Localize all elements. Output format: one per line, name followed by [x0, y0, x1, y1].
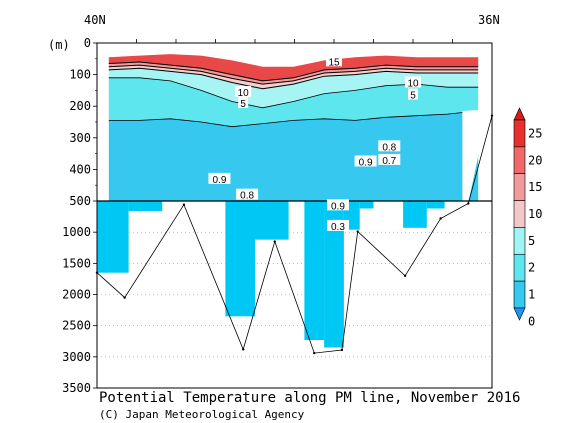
- contour-label: 0.3: [331, 222, 345, 233]
- contour-label: 15: [328, 57, 340, 68]
- y-tick-label: 300: [69, 131, 91, 145]
- bottom-point: [313, 351, 316, 355]
- contour-label-bg: [326, 55, 342, 67]
- bottom-point: [439, 217, 442, 220]
- colorbar-segment: [513, 253, 526, 282]
- contour-label-bg: [238, 97, 249, 109]
- y-tick-label: 500: [69, 194, 91, 208]
- bottom-topography-line: [96, 115, 493, 354]
- missing-data-wedge: [462, 109, 489, 203]
- colorbar-label: 25: [528, 126, 542, 140]
- colorbar-label: 20: [528, 153, 542, 167]
- y-tick-label: 2500: [62, 319, 91, 333]
- contour-label-bg: [326, 219, 349, 231]
- temperature-band-1: [108, 62, 479, 85]
- deep-data-block-7: [359, 201, 374, 209]
- contour-label-bg: [378, 153, 401, 165]
- y-tick-label: 100: [69, 68, 91, 82]
- bottom-point: [467, 202, 470, 205]
- y-tick-label: 0: [84, 36, 91, 50]
- temperature-band-3: [108, 68, 479, 108]
- contour-label: 0.9: [359, 158, 373, 169]
- contour-line-5: [108, 110, 479, 128]
- contour-label-bg: [326, 199, 349, 211]
- y-tick-label: 200: [69, 99, 91, 113]
- colorbar-label: 1: [528, 288, 535, 302]
- colorbar-label: 5: [528, 234, 535, 248]
- y-tick-label: 3000: [62, 350, 91, 364]
- colorbar-segment: [513, 200, 526, 228]
- contour-label: 0.8: [382, 142, 396, 153]
- bottom-point: [273, 240, 276, 243]
- contour-label-bg: [378, 140, 401, 152]
- colorbar-segment: [513, 146, 526, 175]
- bottom-point: [241, 348, 245, 351]
- contour-label-bg: [236, 188, 259, 200]
- x-label-right: 36N: [478, 13, 500, 27]
- contour-label: 0.9: [212, 175, 226, 186]
- deep-data-block-5: [324, 201, 344, 348]
- contour-label: 10: [238, 88, 250, 99]
- bottom-point: [123, 296, 126, 299]
- contour-label: 0.7: [382, 156, 396, 167]
- colorbar-top-arrow: [513, 107, 526, 121]
- deep-data-block-2: [225, 201, 255, 317]
- deep-data-block-8: [403, 201, 427, 228]
- deep-data-block-4: [304, 201, 325, 340]
- deep-data-block-1: [128, 201, 163, 211]
- y-tick-label: 400: [69, 162, 91, 176]
- contour-label: 10: [407, 79, 419, 90]
- temperature-band-0: [108, 54, 479, 81]
- temperature-band-5: [108, 110, 479, 201]
- colorbar-segment: [513, 280, 526, 309]
- bottom-point: [340, 348, 344, 352]
- chart-title: Potential Temperature along PM line, Nov…: [99, 390, 520, 406]
- bottom-point: [356, 230, 359, 233]
- credit-text: (C) Japan Meteorological Agency: [99, 408, 305, 421]
- x-label-left: 40N: [84, 13, 106, 27]
- contour-label-bg: [405, 76, 421, 88]
- contour-label: 5: [410, 91, 416, 102]
- contour-label: 5: [240, 99, 246, 110]
- colorbar-segment: [513, 227, 526, 255]
- colorbar-label: 0: [528, 314, 535, 328]
- y-tick-label: 2000: [62, 288, 91, 302]
- y-tick-label: 1500: [62, 256, 91, 270]
- contour-label: 0.9: [331, 201, 345, 212]
- colorbar-label: 2: [528, 261, 535, 275]
- colorbar-segment: [513, 173, 526, 201]
- contour-label-bg: [408, 88, 418, 100]
- axes: 0 100 200 300 400 500 1000 1500 2000 2500 3000 3500: [62, 36, 493, 395]
- contour-label-bg: [208, 172, 231, 184]
- deep-data-block-0: [97, 201, 129, 273]
- colorbar-bottom-arrow: [513, 307, 526, 321]
- deep-data-block-3: [255, 201, 289, 240]
- contour-line-2: [108, 64, 479, 85]
- bottom-point: [403, 274, 407, 277]
- deep-data-block-9: [426, 201, 445, 209]
- y-unit-label: (m): [48, 38, 70, 52]
- contour-label: 0.8: [240, 191, 254, 202]
- temperature-band-4: [108, 77, 479, 127]
- y-tick-label: 1000: [62, 225, 91, 239]
- contour-label-bg: [354, 155, 377, 167]
- contour-line-1: [108, 61, 479, 82]
- bottom-point: [182, 203, 186, 206]
- colorbar-segment: [513, 119, 526, 148]
- y-tick-label: 3500: [62, 381, 91, 395]
- contour-line-3: [108, 67, 479, 90]
- colorbar-label: 10: [528, 207, 542, 221]
- contour-label-bg: [235, 85, 252, 97]
- colorbar-label: 15: [528, 180, 542, 194]
